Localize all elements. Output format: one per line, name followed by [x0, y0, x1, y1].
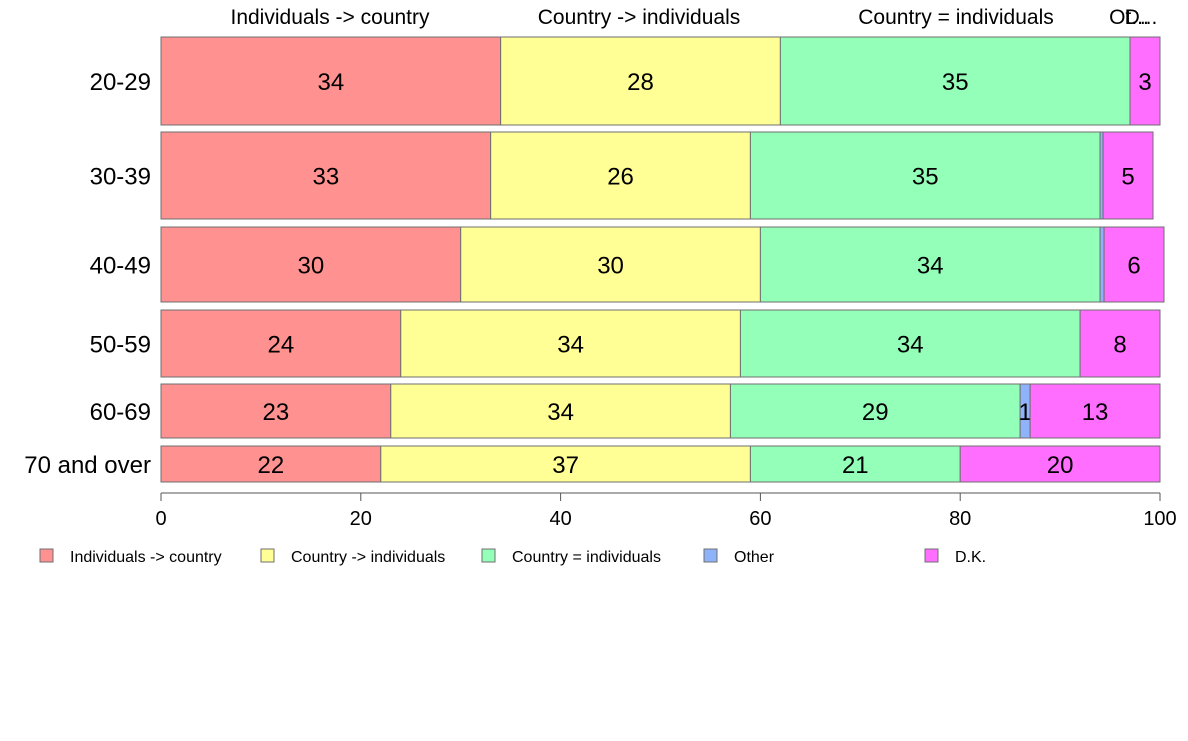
x-tick-label: 80 [949, 508, 971, 530]
bar-segment [160, 131, 492, 220]
legend-label: Individuals -> country [70, 549, 222, 566]
legend-label: Country -> individuals [291, 549, 445, 566]
x-tick-label: 20 [350, 508, 372, 530]
bar-segment [160, 226, 462, 303]
bar-segment [160, 445, 382, 483]
data-label: 34 [557, 332, 584, 359]
legend-label: Country = individuals [512, 549, 661, 566]
bar-segment [749, 445, 961, 483]
category-label: 20-29 [90, 69, 151, 96]
bar-segment [160, 309, 402, 378]
bar-segment [759, 226, 1101, 303]
bar-segment [390, 383, 731, 439]
data-label: 30 [597, 253, 624, 280]
data-label: 8 [1113, 332, 1126, 359]
x-tick-label: 60 [749, 508, 771, 530]
top-series-label: D... [1125, 6, 1158, 29]
legend-swatch [260, 548, 275, 563]
x-tick-label: 100 [1143, 508, 1176, 530]
legend-label: Other [734, 549, 775, 566]
bar-segment [1129, 36, 1161, 126]
data-label: 37 [552, 452, 579, 479]
legend-swatch [39, 548, 54, 563]
data-label: 13 [1082, 399, 1109, 426]
data-label: 35 [912, 164, 939, 191]
data-label: 1 [1018, 399, 1031, 426]
category-label: 70 and over [24, 452, 151, 479]
data-label: 35 [942, 69, 969, 96]
data-label: 29 [862, 399, 889, 426]
bar-segment [500, 36, 781, 126]
data-label: 21 [842, 452, 869, 479]
data-label: 22 [258, 452, 285, 479]
data-label: 30 [297, 253, 324, 280]
data-label: 26 [607, 164, 634, 191]
bar-segment [490, 131, 751, 220]
bar-segment [1079, 309, 1161, 378]
top-series-label: Individuals -> country [230, 6, 430, 29]
bar-segment [400, 309, 741, 378]
data-label: 20 [1047, 452, 1074, 479]
legend-swatch [703, 548, 718, 563]
legend-swatch [924, 548, 939, 563]
top-series-label: Country = individuals [858, 6, 1054, 29]
bar-segment [739, 309, 1081, 378]
bar-segment [1102, 131, 1154, 220]
data-label: 33 [312, 164, 339, 191]
bar-segment [1029, 383, 1161, 439]
bar-segment [460, 226, 761, 303]
bar-segment [1103, 226, 1165, 303]
legend-label: D.K. [955, 549, 986, 566]
bar-segment [729, 383, 1021, 439]
category-label: 40-49 [90, 253, 151, 280]
data-label: 5 [1121, 164, 1134, 191]
legend-swatch [481, 548, 496, 563]
category-label: 50-59 [90, 332, 151, 359]
bar-segment [959, 445, 1161, 483]
x-tick-label: 0 [155, 508, 166, 530]
bar-segment [1099, 226, 1105, 303]
data-label: 6 [1127, 253, 1140, 280]
x-tick-label: 40 [549, 508, 571, 530]
data-label: 23 [263, 399, 290, 426]
category-label: 60-69 [90, 399, 151, 426]
data-label: 28 [627, 69, 654, 96]
bar-segment [160, 383, 392, 439]
data-label: 34 [897, 332, 924, 359]
bar-segment [380, 445, 751, 483]
top-series-label: Ot... [1109, 6, 1149, 29]
data-label: 3 [1138, 69, 1151, 96]
category-label: 30-39 [90, 164, 151, 191]
data-label: 34 [917, 253, 944, 280]
bar-segment [749, 131, 1101, 220]
top-series-label: Country -> individuals [538, 6, 741, 29]
data-label: 34 [547, 399, 574, 426]
data-label: 24 [268, 332, 295, 359]
data-label: 34 [317, 69, 344, 96]
